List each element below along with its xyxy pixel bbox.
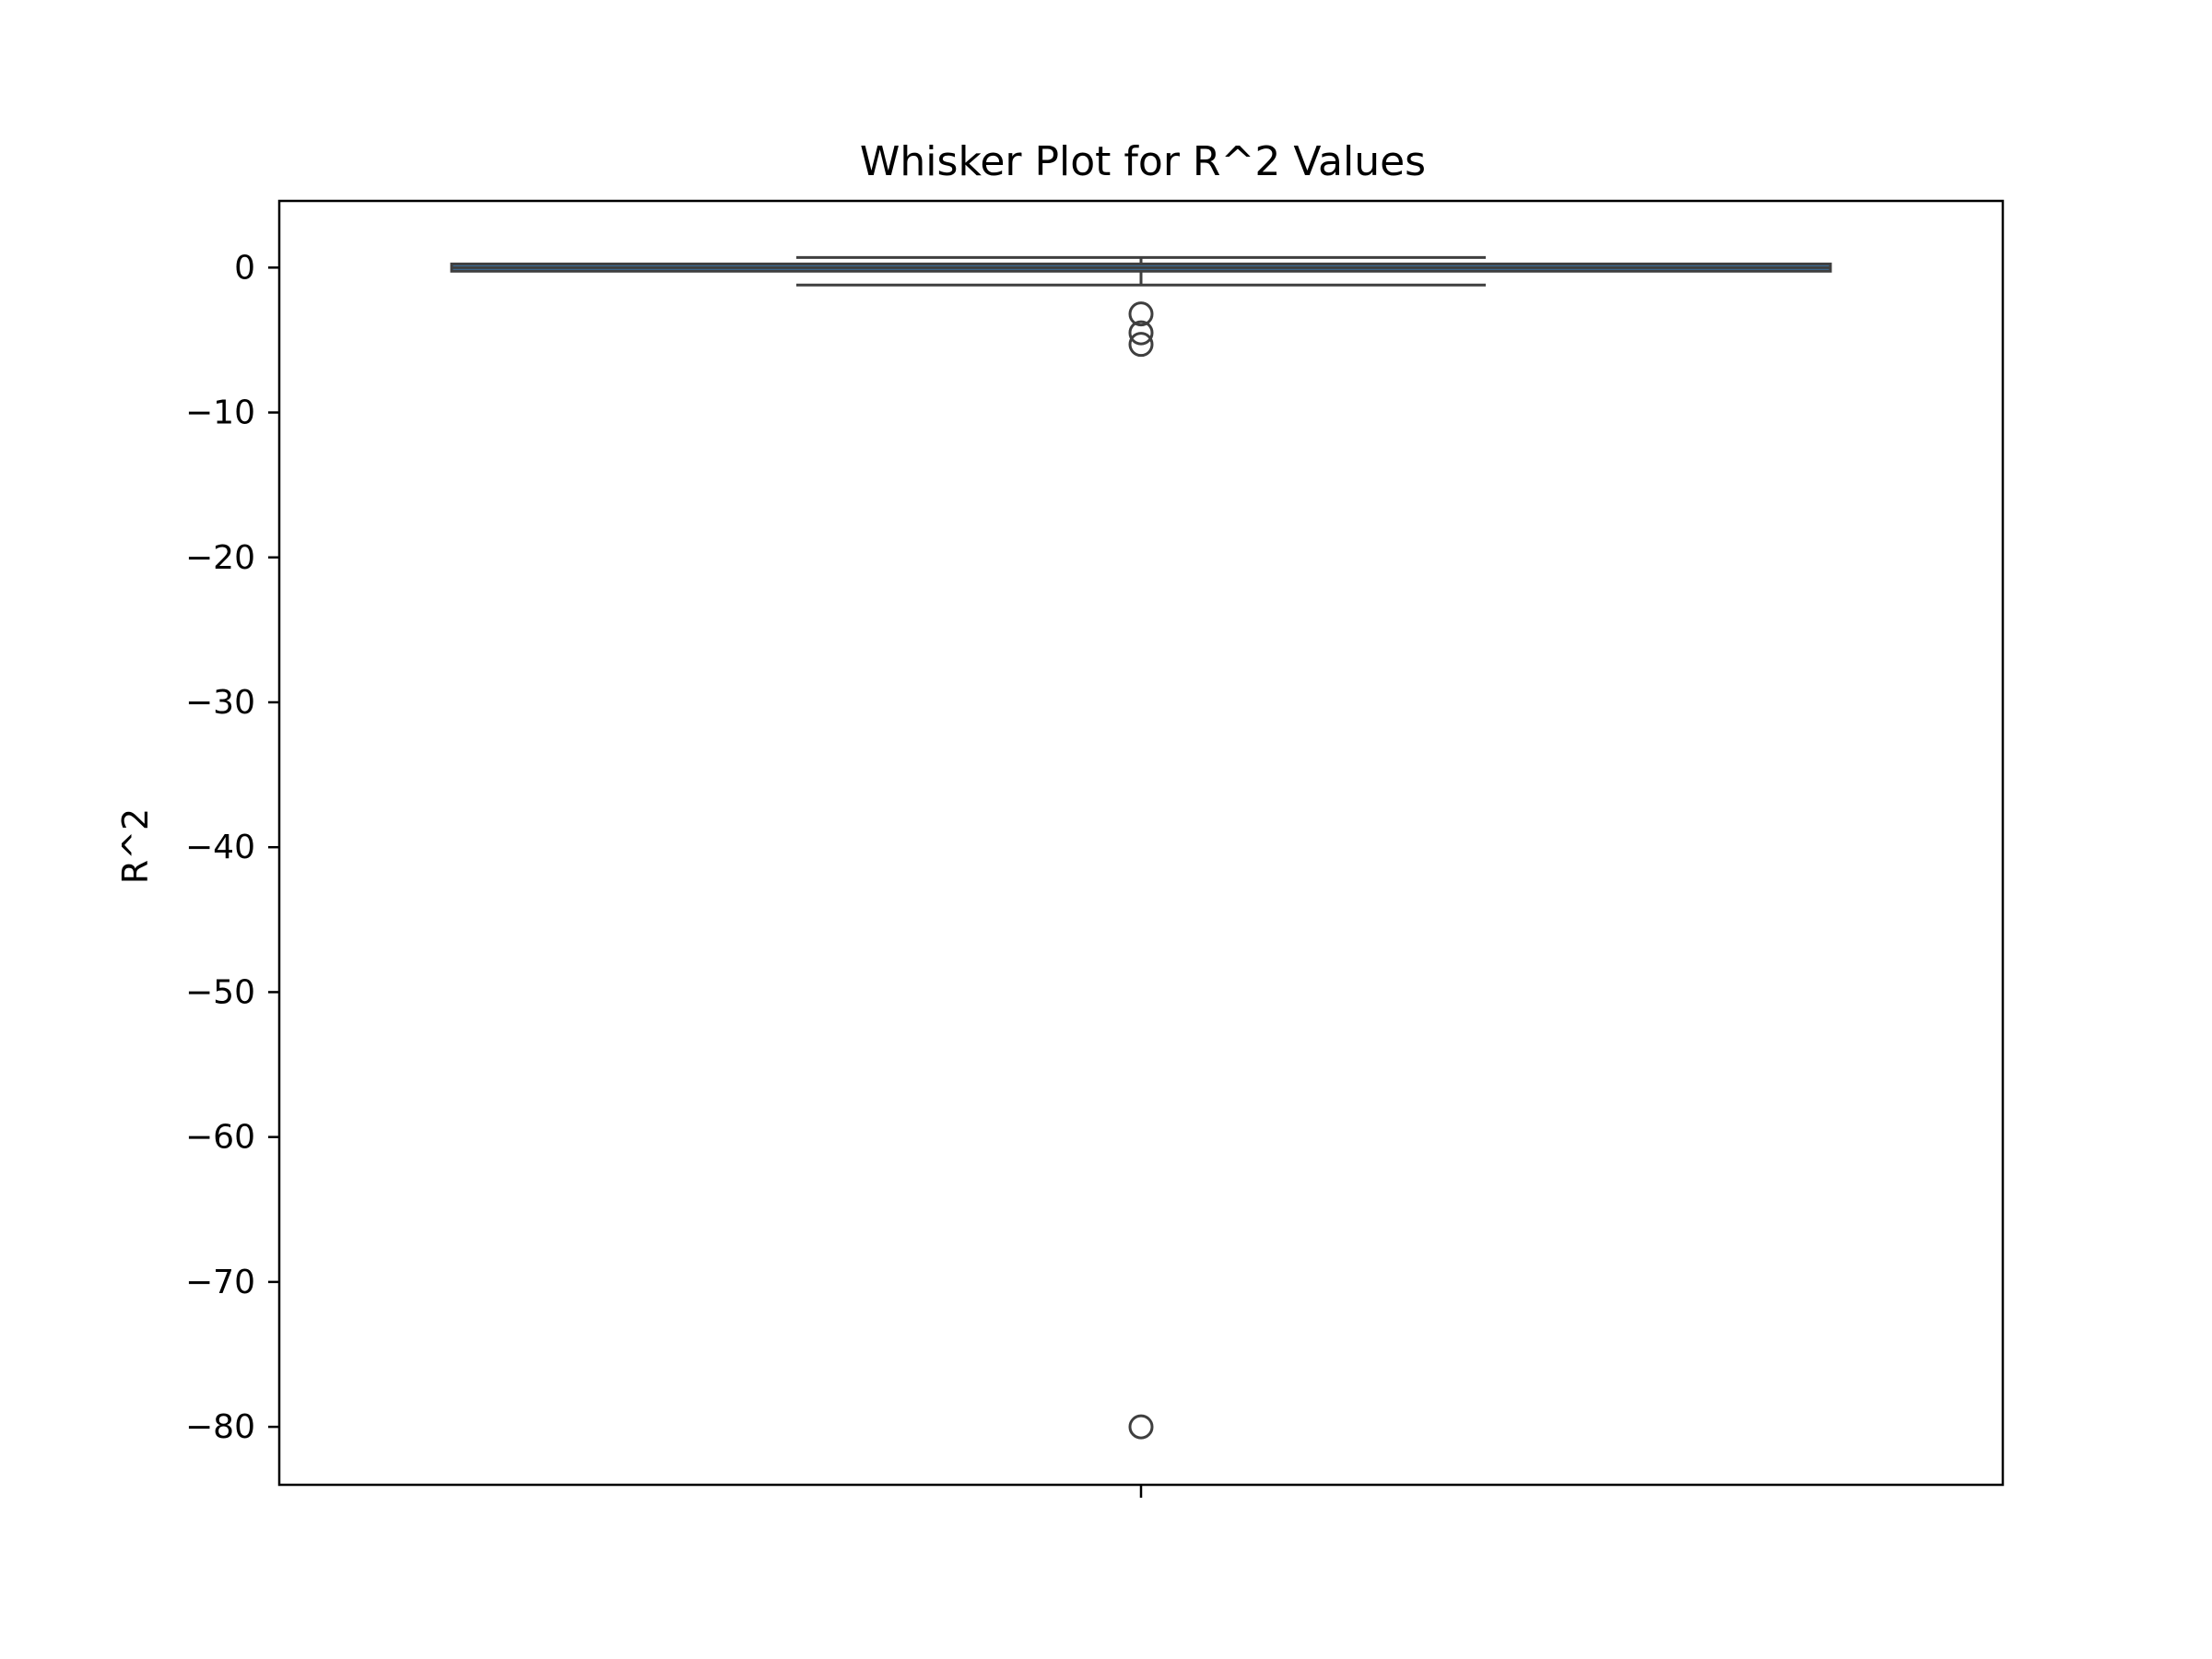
y-tick-label: −10 [185,394,255,432]
y-tick-label: −60 [185,1119,255,1157]
axes-frame [277,199,2005,1487]
y-tick-label: −80 [185,1408,255,1446]
plot-area: 0 −10 −20 −30 −40 −50 −60 −70 −80 [185,249,1832,1498]
y-tick-label: −40 [185,829,255,866]
outlier-point [1128,301,1154,327]
y-tick-label: 0 [234,249,255,287]
y-tick-label: −70 [185,1264,255,1301]
chart-title: Whisker Plot for R^2 Values [860,138,1426,185]
outlier-point [1128,1414,1154,1440]
y-tick-label: −20 [185,539,255,577]
outlier-point [1128,332,1154,358]
y-tick-label: −50 [185,973,255,1011]
outlier-point [1128,320,1154,346]
y-tick-label: −30 [185,684,255,722]
y-axis-label: R^2 [115,808,156,884]
